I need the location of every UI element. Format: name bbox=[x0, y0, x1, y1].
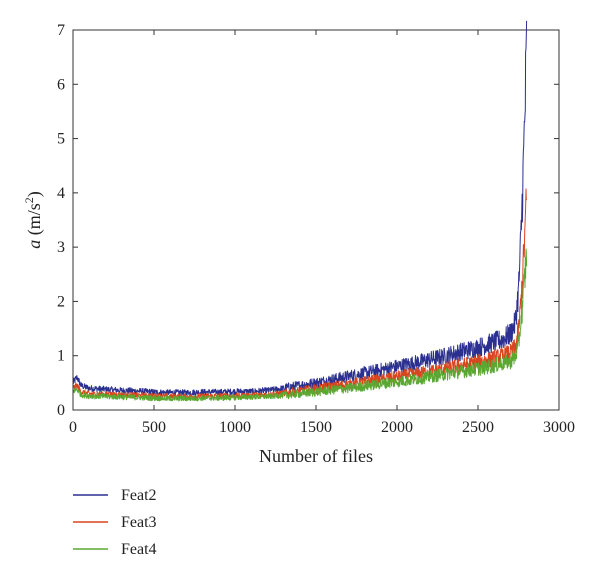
ticks-layer: 0 500 1000 1500 2000 2500 3000 0 1 2 3 4 5 6 7 bbox=[57, 22, 575, 436]
y-tick-label: 3 bbox=[57, 239, 65, 256]
y-tick-label: 2 bbox=[57, 293, 65, 310]
series-layer bbox=[72, 20, 528, 402]
x-tick-label: 1000 bbox=[219, 419, 251, 436]
y-axis-symbol: a bbox=[24, 240, 44, 249]
y-tick-label: 5 bbox=[57, 131, 65, 148]
y-tick-label: 7 bbox=[57, 22, 65, 39]
legend-item-feat3: Feat3 bbox=[73, 514, 157, 531]
legend-label: Feat4 bbox=[121, 541, 157, 558]
y-tick-label: 4 bbox=[57, 185, 65, 202]
x-tick-label: 500 bbox=[142, 419, 166, 436]
x-axis-title: Number of files bbox=[259, 446, 373, 466]
y-axis-title: a (m/s2) bbox=[22, 191, 45, 249]
x-tick-label: 1500 bbox=[300, 419, 332, 436]
y-axis-unit-close: ) bbox=[24, 191, 45, 197]
y-axis-unit-exponent: 2 bbox=[22, 197, 36, 203]
x-tick-label: 0 bbox=[69, 419, 77, 436]
y-tick-label: 1 bbox=[57, 348, 65, 365]
y-axis-unit: (m/s bbox=[24, 203, 45, 240]
legend-item-feat4: Feat4 bbox=[73, 541, 157, 558]
plot-area bbox=[73, 30, 559, 410]
y-tick-label: 0 bbox=[57, 402, 65, 419]
x-tick-label: 2000 bbox=[381, 419, 413, 436]
y-tick-label: 6 bbox=[57, 76, 65, 93]
legend-label: Feat2 bbox=[121, 487, 157, 504]
legend-label: Feat3 bbox=[121, 514, 157, 531]
series-line-feat4 bbox=[72, 248, 528, 402]
x-tick-label: 3000 bbox=[543, 419, 575, 436]
legend-item-feat2: Feat2 bbox=[73, 487, 157, 504]
legend: Feat2 Feat3 Feat4 bbox=[73, 487, 157, 558]
x-tick-label: 2500 bbox=[462, 419, 494, 436]
